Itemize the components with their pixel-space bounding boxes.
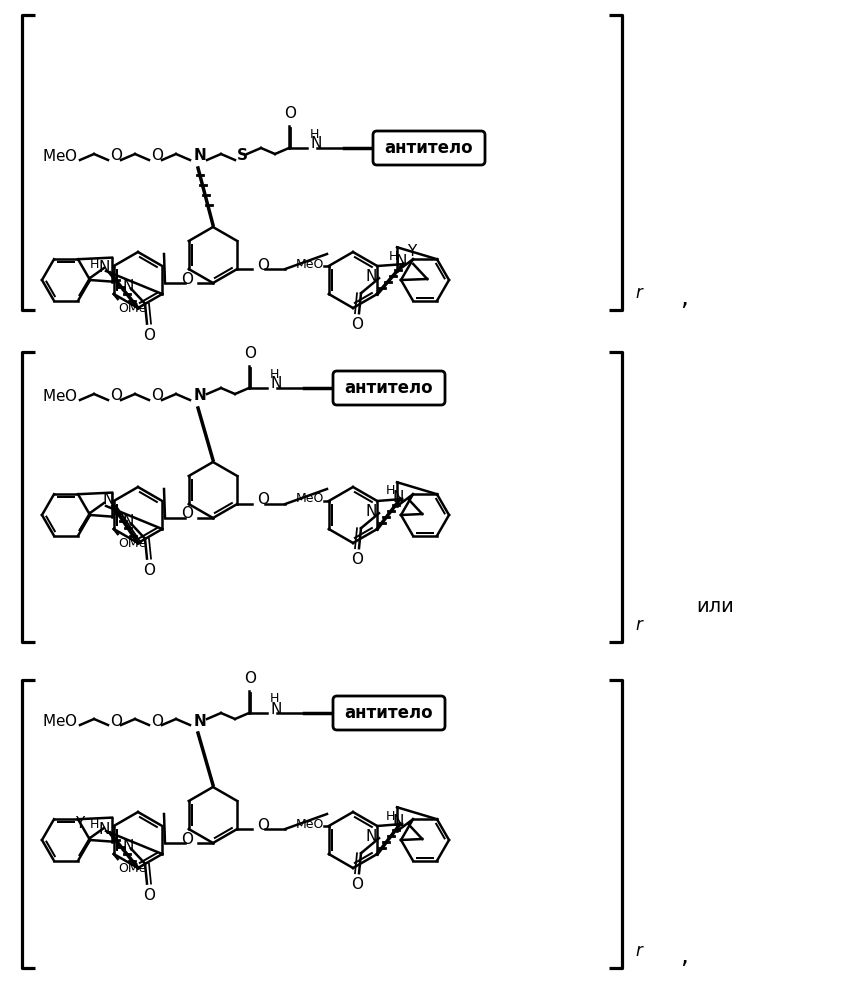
Text: ,: , bbox=[680, 286, 688, 310]
Text: OMe: OMe bbox=[118, 862, 147, 875]
Text: N: N bbox=[194, 148, 207, 163]
Text: N: N bbox=[98, 822, 110, 836]
Text: или: или bbox=[696, 597, 734, 616]
Text: O: O bbox=[151, 388, 163, 403]
Text: N: N bbox=[123, 839, 135, 854]
Text: MeO: MeO bbox=[296, 257, 324, 270]
Text: O: O bbox=[151, 714, 163, 728]
Text: N: N bbox=[366, 269, 377, 284]
Text: O: O bbox=[257, 257, 269, 272]
Text: $\sf{MeO}$: $\sf{MeO}$ bbox=[42, 388, 78, 404]
Text: O: O bbox=[181, 506, 193, 522]
Text: N: N bbox=[396, 254, 407, 269]
Text: O: O bbox=[151, 148, 163, 163]
FancyBboxPatch shape bbox=[373, 131, 485, 165]
Text: $\sf{MeO}$: $\sf{MeO}$ bbox=[42, 148, 78, 164]
Text: H: H bbox=[385, 485, 395, 497]
Text: ,: , bbox=[680, 944, 688, 968]
Text: $\sf{MeO}$: $\sf{MeO}$ bbox=[42, 713, 78, 729]
Text: O: O bbox=[143, 328, 155, 343]
Text: антитело: антитело bbox=[385, 139, 473, 157]
Text: r: r bbox=[635, 942, 642, 960]
Text: O: O bbox=[110, 388, 122, 403]
Text: N: N bbox=[392, 489, 404, 504]
Text: N: N bbox=[366, 504, 377, 519]
Text: O: O bbox=[181, 271, 193, 286]
Text: H: H bbox=[89, 818, 99, 832]
Text: O: O bbox=[244, 671, 256, 686]
Text: O: O bbox=[351, 552, 363, 567]
Text: O: O bbox=[143, 563, 155, 578]
Text: O: O bbox=[351, 877, 363, 892]
Text: O: O bbox=[257, 818, 269, 832]
Text: r: r bbox=[635, 616, 642, 634]
Text: O: O bbox=[351, 317, 363, 332]
Text: H: H bbox=[89, 258, 99, 271]
Text: N: N bbox=[392, 814, 404, 830]
Text: N: N bbox=[194, 388, 207, 403]
Text: OMe: OMe bbox=[118, 302, 147, 315]
Text: H: H bbox=[389, 249, 398, 262]
Text: MeO: MeO bbox=[296, 492, 324, 506]
Text: N: N bbox=[270, 376, 281, 391]
Text: MeO: MeO bbox=[296, 818, 324, 830]
FancyBboxPatch shape bbox=[333, 371, 445, 405]
Text: O: O bbox=[257, 492, 269, 508]
Text: Y: Y bbox=[407, 244, 417, 259]
Text: N: N bbox=[102, 492, 113, 508]
FancyBboxPatch shape bbox=[333, 696, 445, 730]
Text: H: H bbox=[385, 810, 395, 822]
Text: O: O bbox=[244, 346, 256, 361]
Text: N: N bbox=[98, 260, 110, 275]
Text: r: r bbox=[635, 284, 642, 302]
Text: N: N bbox=[123, 514, 135, 529]
Text: N: N bbox=[310, 136, 321, 151]
Text: OMe: OMe bbox=[118, 537, 147, 550]
Text: H: H bbox=[310, 127, 319, 140]
Text: O: O bbox=[143, 888, 155, 903]
Text: N: N bbox=[123, 279, 135, 294]
Text: O: O bbox=[284, 106, 296, 121]
Text: O: O bbox=[181, 832, 193, 846]
Text: Y: Y bbox=[75, 816, 85, 830]
Text: H: H bbox=[270, 367, 280, 380]
Text: O: O bbox=[110, 148, 122, 163]
Text: O: O bbox=[110, 714, 122, 728]
Text: антитело: антитело bbox=[345, 704, 434, 722]
Text: N: N bbox=[194, 714, 207, 728]
Text: H: H bbox=[270, 692, 280, 706]
Text: N: N bbox=[366, 829, 377, 844]
Text: N: N bbox=[270, 702, 281, 716]
Text: антитело: антитело bbox=[345, 379, 434, 397]
Text: S: S bbox=[237, 148, 248, 163]
